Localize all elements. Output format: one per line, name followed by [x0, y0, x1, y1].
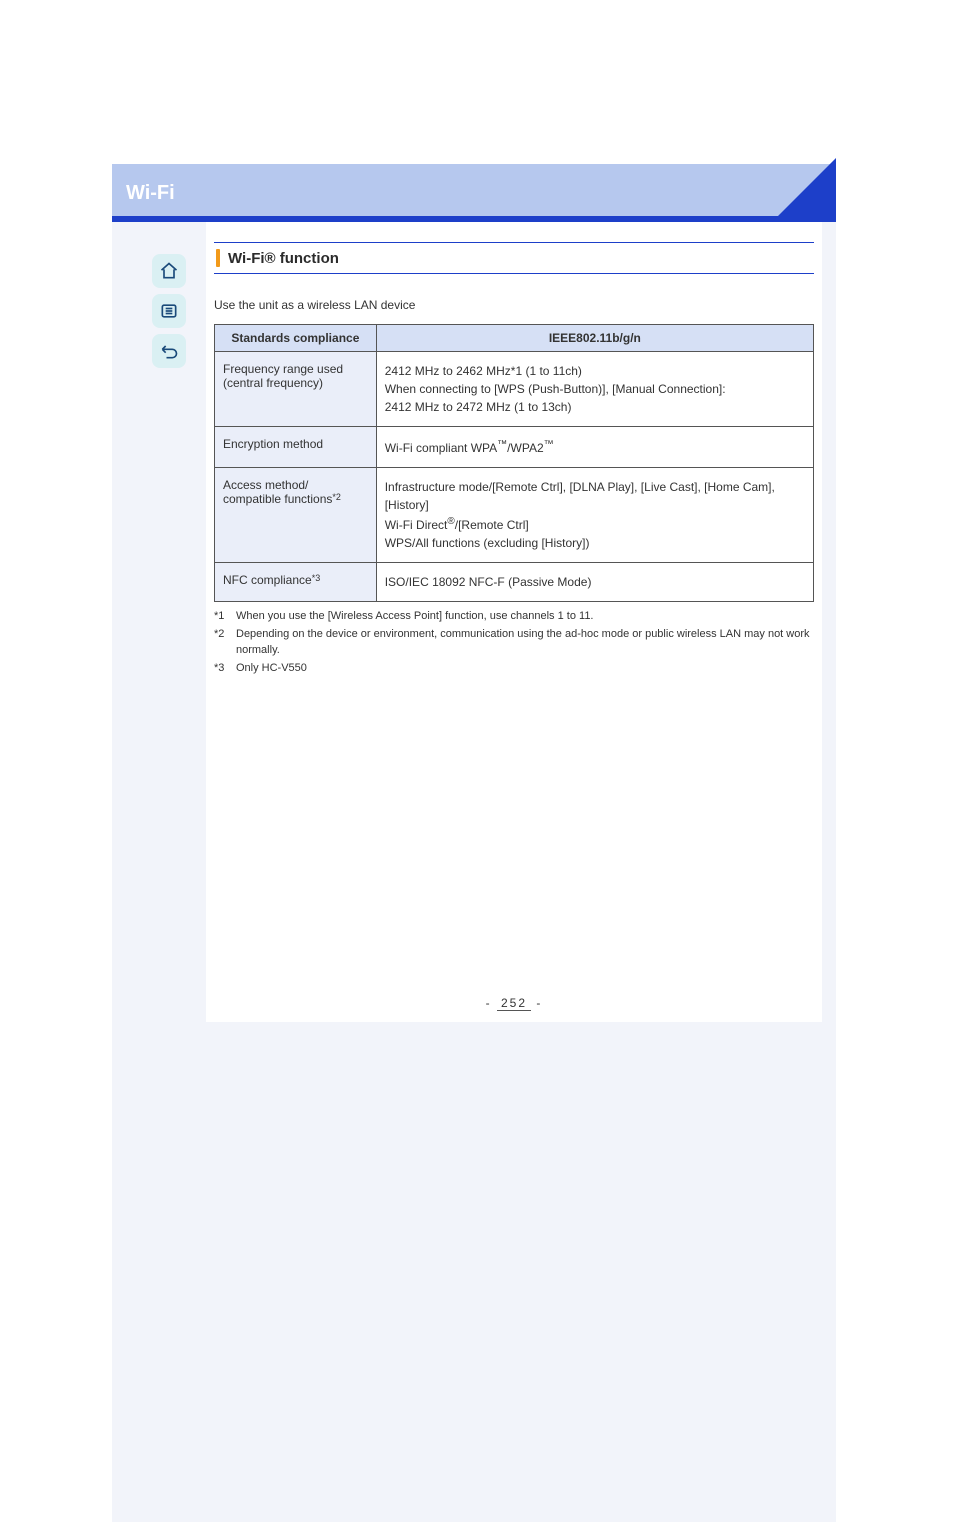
intro-paragraph: Use the unit as a wireless LAN device: [214, 296, 814, 314]
footnote-text: Only HC-V550: [236, 660, 307, 677]
footnote-marker: *3: [214, 660, 232, 677]
footnote-text: When you use the [Wireless Access Point]…: [236, 608, 594, 625]
table-header-row: Standards compliance IEEE802.11b/g/n: [215, 325, 814, 352]
content-area: Wi-Fi® function Use the unit as a wirele…: [206, 222, 822, 1022]
sidebar-background: [112, 222, 206, 1522]
table-row: Frequency range used (central frequency)…: [215, 352, 814, 427]
page-container: Wi-Fi Wi-Fi® function Use the unit as a …: [112, 164, 836, 1522]
table-header-right: IEEE802.11b/g/n: [376, 325, 813, 352]
table-row: Encryption methodWi-Fi compliant WPA™/WP…: [215, 427, 814, 468]
list-icon: [159, 301, 179, 321]
table-cell-label: Access method/compatible functions*2: [215, 468, 377, 563]
footnote-marker: *1: [214, 608, 232, 625]
footnote: *3Only HC-V550: [214, 660, 814, 677]
table-cell-value: ISO/IEC 18092 NFC-F (Passive Mode): [376, 563, 813, 602]
footnote-marker: *2: [214, 626, 232, 659]
footnote: *2Depending on the device or environment…: [214, 626, 814, 659]
table-cell-label: NFC compliance*3: [215, 563, 377, 602]
banner-corner-cut: [772, 158, 836, 222]
banner: Wi-Fi: [112, 164, 836, 222]
table-cell-value: 2412 MHz to 2462 MHz*1 (1 to 11ch)When c…: [376, 352, 813, 427]
spec-table: Standards compliance IEEE802.11b/g/n Fre…: [214, 324, 814, 602]
section-heading: Wi-Fi® function: [214, 242, 814, 274]
section-title: Wi-Fi® function: [228, 250, 339, 267]
table-row: NFC compliance*3ISO/IEC 18092 NFC-F (Pas…: [215, 563, 814, 602]
home-button[interactable]: [152, 254, 186, 288]
table-header-left: Standards compliance: [215, 325, 377, 352]
footnote-text: Depending on the device or environment, …: [236, 626, 814, 659]
table-cell-value: Infrastructure mode/[Remote Ctrl], [DLNA…: [376, 468, 813, 563]
back-icon: [159, 341, 179, 361]
footnote: *1When you use the [Wireless Access Poin…: [214, 608, 814, 625]
nav-icon-group: [152, 254, 186, 368]
footnotes: *1When you use the [Wireless Access Poin…: [214, 608, 814, 676]
banner-title: Wi-Fi: [126, 182, 175, 205]
section-accent-bar: [216, 249, 220, 267]
page-number: - 252 -: [214, 996, 814, 1010]
table-cell-label: Encryption method: [215, 427, 377, 468]
table-row: Access method/compatible functions*2Infr…: [215, 468, 814, 563]
home-icon: [159, 261, 179, 281]
back-button[interactable]: [152, 334, 186, 368]
table-cell-label: Frequency range used (central frequency): [215, 352, 377, 427]
table-cell-value: Wi-Fi compliant WPA™/WPA2™: [376, 427, 813, 468]
contents-button[interactable]: [152, 294, 186, 328]
